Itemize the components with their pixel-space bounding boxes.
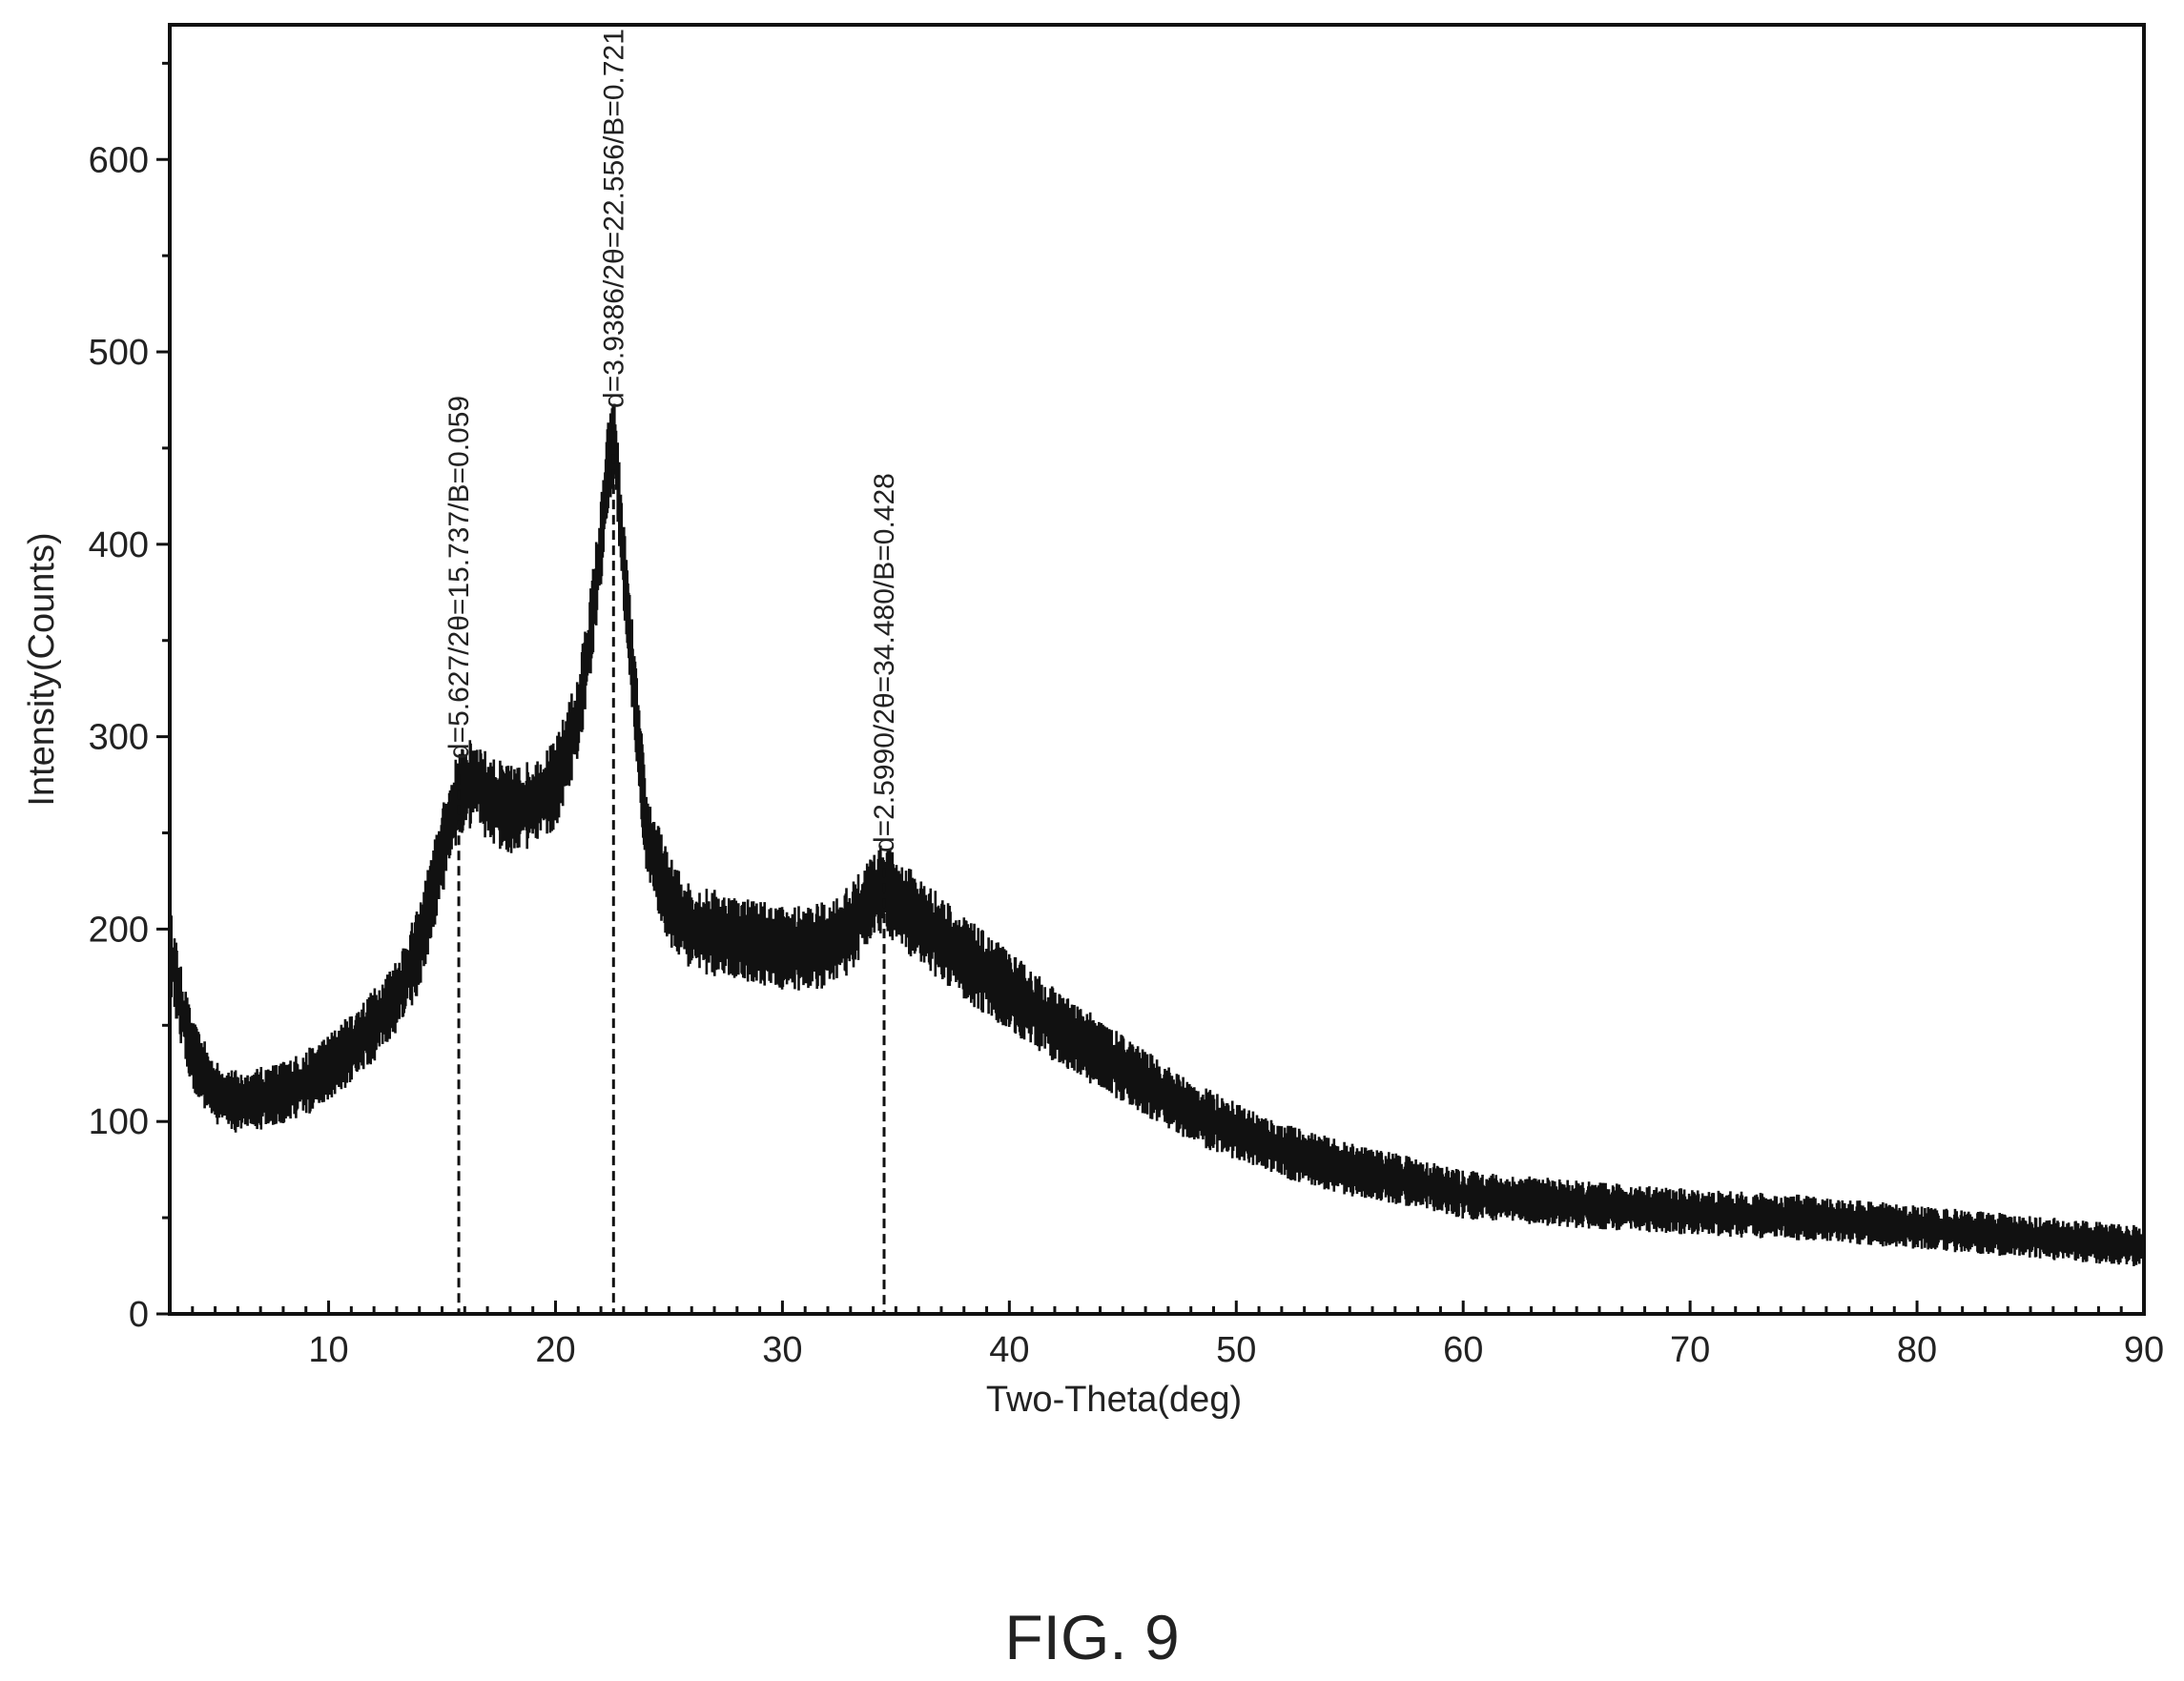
y-tick-label: 200 [89, 910, 149, 950]
y-tick-label: 100 [89, 1102, 149, 1142]
peak-label: d=3.9386/2θ=22.556/B=0.721 [598, 29, 629, 408]
x-tick-label: 10 [308, 1330, 348, 1370]
x-tick-label: 50 [1216, 1330, 1256, 1370]
y-tick-label: 600 [89, 140, 149, 180]
y-tick-label: 400 [89, 525, 149, 565]
y-axis-title: Intensity(Counts) [22, 532, 62, 806]
figure-caption: FIG. 9 [1004, 1602, 1179, 1672]
x-tick-label: 60 [1443, 1330, 1483, 1370]
peak-label: d=2.5990/2θ=34.480/B=0.428 [869, 473, 900, 852]
x-tick-label: 80 [1897, 1330, 1937, 1370]
plot-frame [168, 23, 2146, 1316]
x-tick-label: 70 [1670, 1330, 1710, 1370]
y-tick-label: 500 [89, 333, 149, 373]
intensity-trace-path [168, 403, 2145, 1266]
y-tick-label: 300 [89, 718, 149, 758]
x-axis-title: Two-Theta(deg) [986, 1380, 1242, 1420]
axis-ticks: 10 20 30 40 50 60 70 80 90 0 100 200 300 400 500 600 [89, 61, 2164, 1370]
y-tick-label: 0 [129, 1295, 149, 1335]
peak-markers: d=5.627/2θ=15.737/B=0.059 d=3.9386/2θ=22.… [443, 29, 900, 1314]
x-tick-label: 20 [535, 1330, 575, 1370]
x-tick-label: 40 [989, 1330, 1029, 1370]
x-tick-label: 90 [2124, 1330, 2164, 1370]
peak-label: d=5.627/2θ=15.737/B=0.059 [443, 396, 475, 759]
intensity-trace [168, 403, 2145, 1266]
x-tick-label: 30 [762, 1330, 802, 1370]
